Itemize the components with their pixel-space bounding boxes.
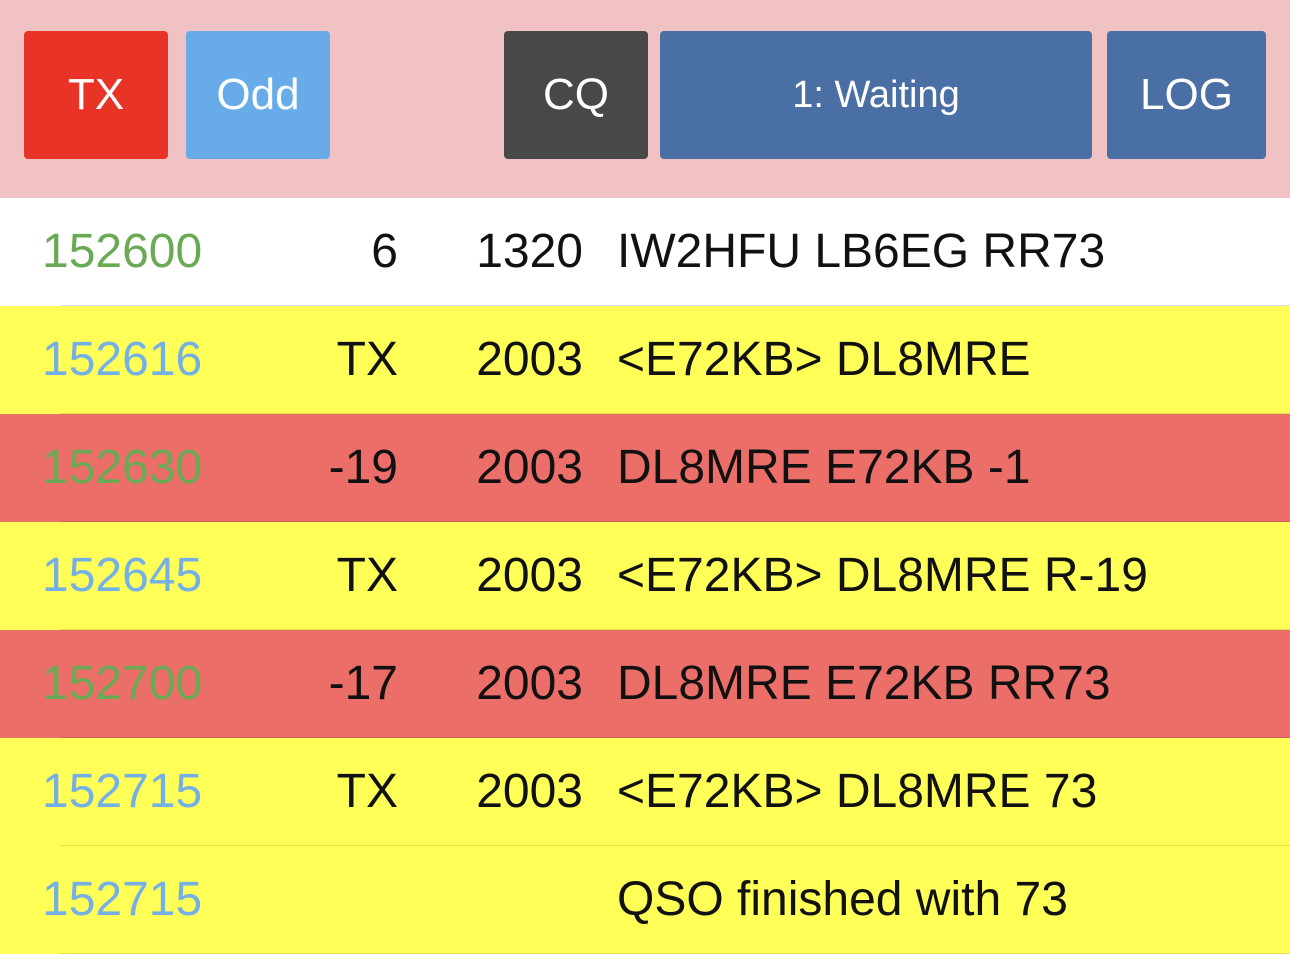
row-divider — [60, 953, 1290, 954]
row-frequency: 1320 — [476, 225, 583, 278]
row-message: DL8MRE E72KB RR73 — [617, 657, 1111, 710]
message-row[interactable]: 152700 -17 2003 DL8MRE E72KB RR73 — [0, 630, 1290, 738]
row-divider — [60, 413, 1290, 414]
row-time: 152715 — [42, 765, 203, 818]
row-message: QSO finished with 73 — [617, 873, 1068, 926]
message-row[interactable]: 152645 TX 2003 <E72KB> DL8MRE R-19 — [0, 522, 1290, 630]
tx-button[interactable]: TX — [24, 31, 168, 159]
row-frequency: 2003 — [476, 333, 583, 386]
row-snr: TX — [336, 333, 398, 386]
row-snr: -17 — [328, 657, 398, 710]
message-row[interactable]: 152630 -19 2003 DL8MRE E72KB -1 — [0, 414, 1290, 522]
row-frequency: 2003 — [476, 657, 583, 710]
row-snr: TX — [336, 765, 398, 818]
row-divider — [60, 737, 1290, 738]
cq-button[interactable]: CQ — [504, 31, 648, 159]
row-frequency: 2003 — [476, 549, 583, 602]
row-message: DL8MRE E72KB -1 — [617, 441, 1031, 494]
row-message: <E72KB> DL8MRE R-19 — [617, 549, 1148, 602]
state-button[interactable]: 1: Waiting — [660, 31, 1092, 159]
log-button[interactable]: LOG — [1107, 31, 1266, 159]
message-row[interactable]: 152600 6 1320 IW2HFU LB6EG RR73 — [0, 198, 1290, 306]
message-row[interactable]: 152715 TX 2003 <E72KB> DL8MRE 73 — [0, 738, 1290, 846]
row-divider — [60, 629, 1290, 630]
row-frequency: 2003 — [476, 441, 583, 494]
row-time: 152645 — [42, 549, 203, 602]
row-message: IW2HFU LB6EG RR73 — [617, 225, 1106, 278]
message-row[interactable]: 152715 QSO finished with 73 — [0, 846, 1290, 954]
row-time: 152616 — [42, 333, 203, 386]
row-divider — [60, 521, 1290, 522]
row-frequency: 2003 — [476, 765, 583, 818]
row-divider — [60, 845, 1290, 846]
message-row[interactable]: 152616 TX 2003 <E72KB> DL8MRE — [0, 306, 1290, 414]
row-time: 152715 — [42, 873, 203, 926]
message-list[interactable]: 152600 6 1320 IW2HFU LB6EG RR73 152616 T… — [0, 198, 1290, 954]
row-time: 152600 — [42, 225, 203, 278]
row-time: 152630 — [42, 441, 203, 494]
row-snr: -19 — [328, 441, 398, 494]
row-snr: TX — [336, 549, 398, 602]
row-time: 152700 — [42, 657, 203, 710]
row-message: <E72KB> DL8MRE 73 — [617, 765, 1098, 818]
row-message: <E72KB> DL8MRE — [617, 333, 1031, 386]
odd-even-button[interactable]: Odd — [186, 31, 330, 159]
row-divider — [60, 305, 1290, 306]
row-snr: 6 — [371, 225, 398, 278]
toolbar: TX Odd CQ 1: Waiting LOG — [0, 0, 1290, 198]
